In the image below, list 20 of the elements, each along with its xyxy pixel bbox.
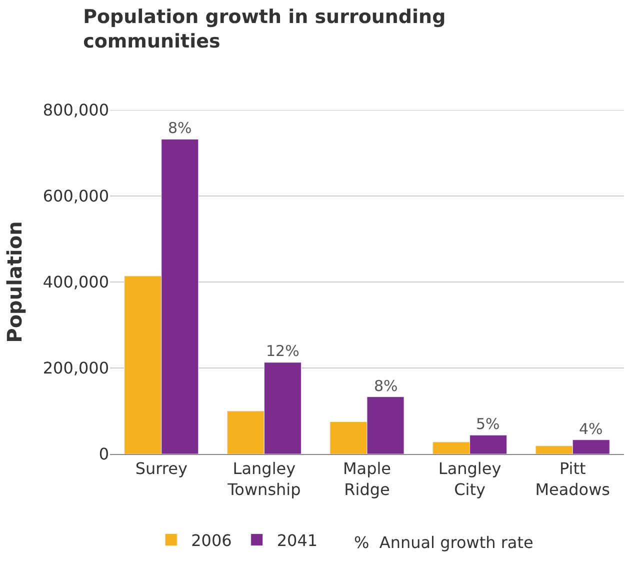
legend-label: 2006 xyxy=(191,530,232,550)
x-tick-label: Maple Ridge xyxy=(342,459,392,499)
y-axis-title: Population xyxy=(2,221,26,343)
annotation: 5% xyxy=(476,415,500,433)
y-tick-label: 600,000 xyxy=(42,186,109,206)
x-tick-label: Langley City xyxy=(438,459,502,499)
annotation: 4% xyxy=(579,420,603,438)
y-tick-label: 0 xyxy=(98,444,109,464)
x-tick-label: Langley Township xyxy=(226,459,301,499)
annotation: 12% xyxy=(266,342,300,360)
y-tick-label: 800,000 xyxy=(42,100,109,120)
x-tick-label: Surrey xyxy=(135,459,188,478)
y-tick-label: 400,000 xyxy=(42,272,109,292)
legend-label: 2041 xyxy=(276,530,318,550)
x-tick-label: Pitt Meadows xyxy=(535,459,610,499)
annotation: 8% xyxy=(374,377,398,395)
chart-title: Population growth in surrounding communities xyxy=(83,6,446,52)
y-tick-label: 200,000 xyxy=(42,358,109,378)
text: % Annual growth rate xyxy=(354,533,534,552)
annotation: 8% xyxy=(168,119,192,137)
